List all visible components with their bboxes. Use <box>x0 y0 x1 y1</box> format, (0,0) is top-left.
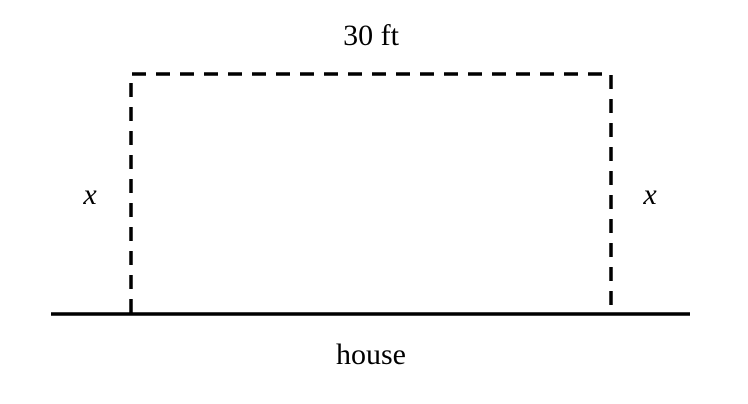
left-side-label: x <box>82 178 97 211</box>
house-label: house <box>336 338 406 371</box>
top-side-label: 30 ft <box>343 19 399 52</box>
right-side-label: x <box>642 178 657 211</box>
fence-dashed-outline <box>129 72 613 313</box>
